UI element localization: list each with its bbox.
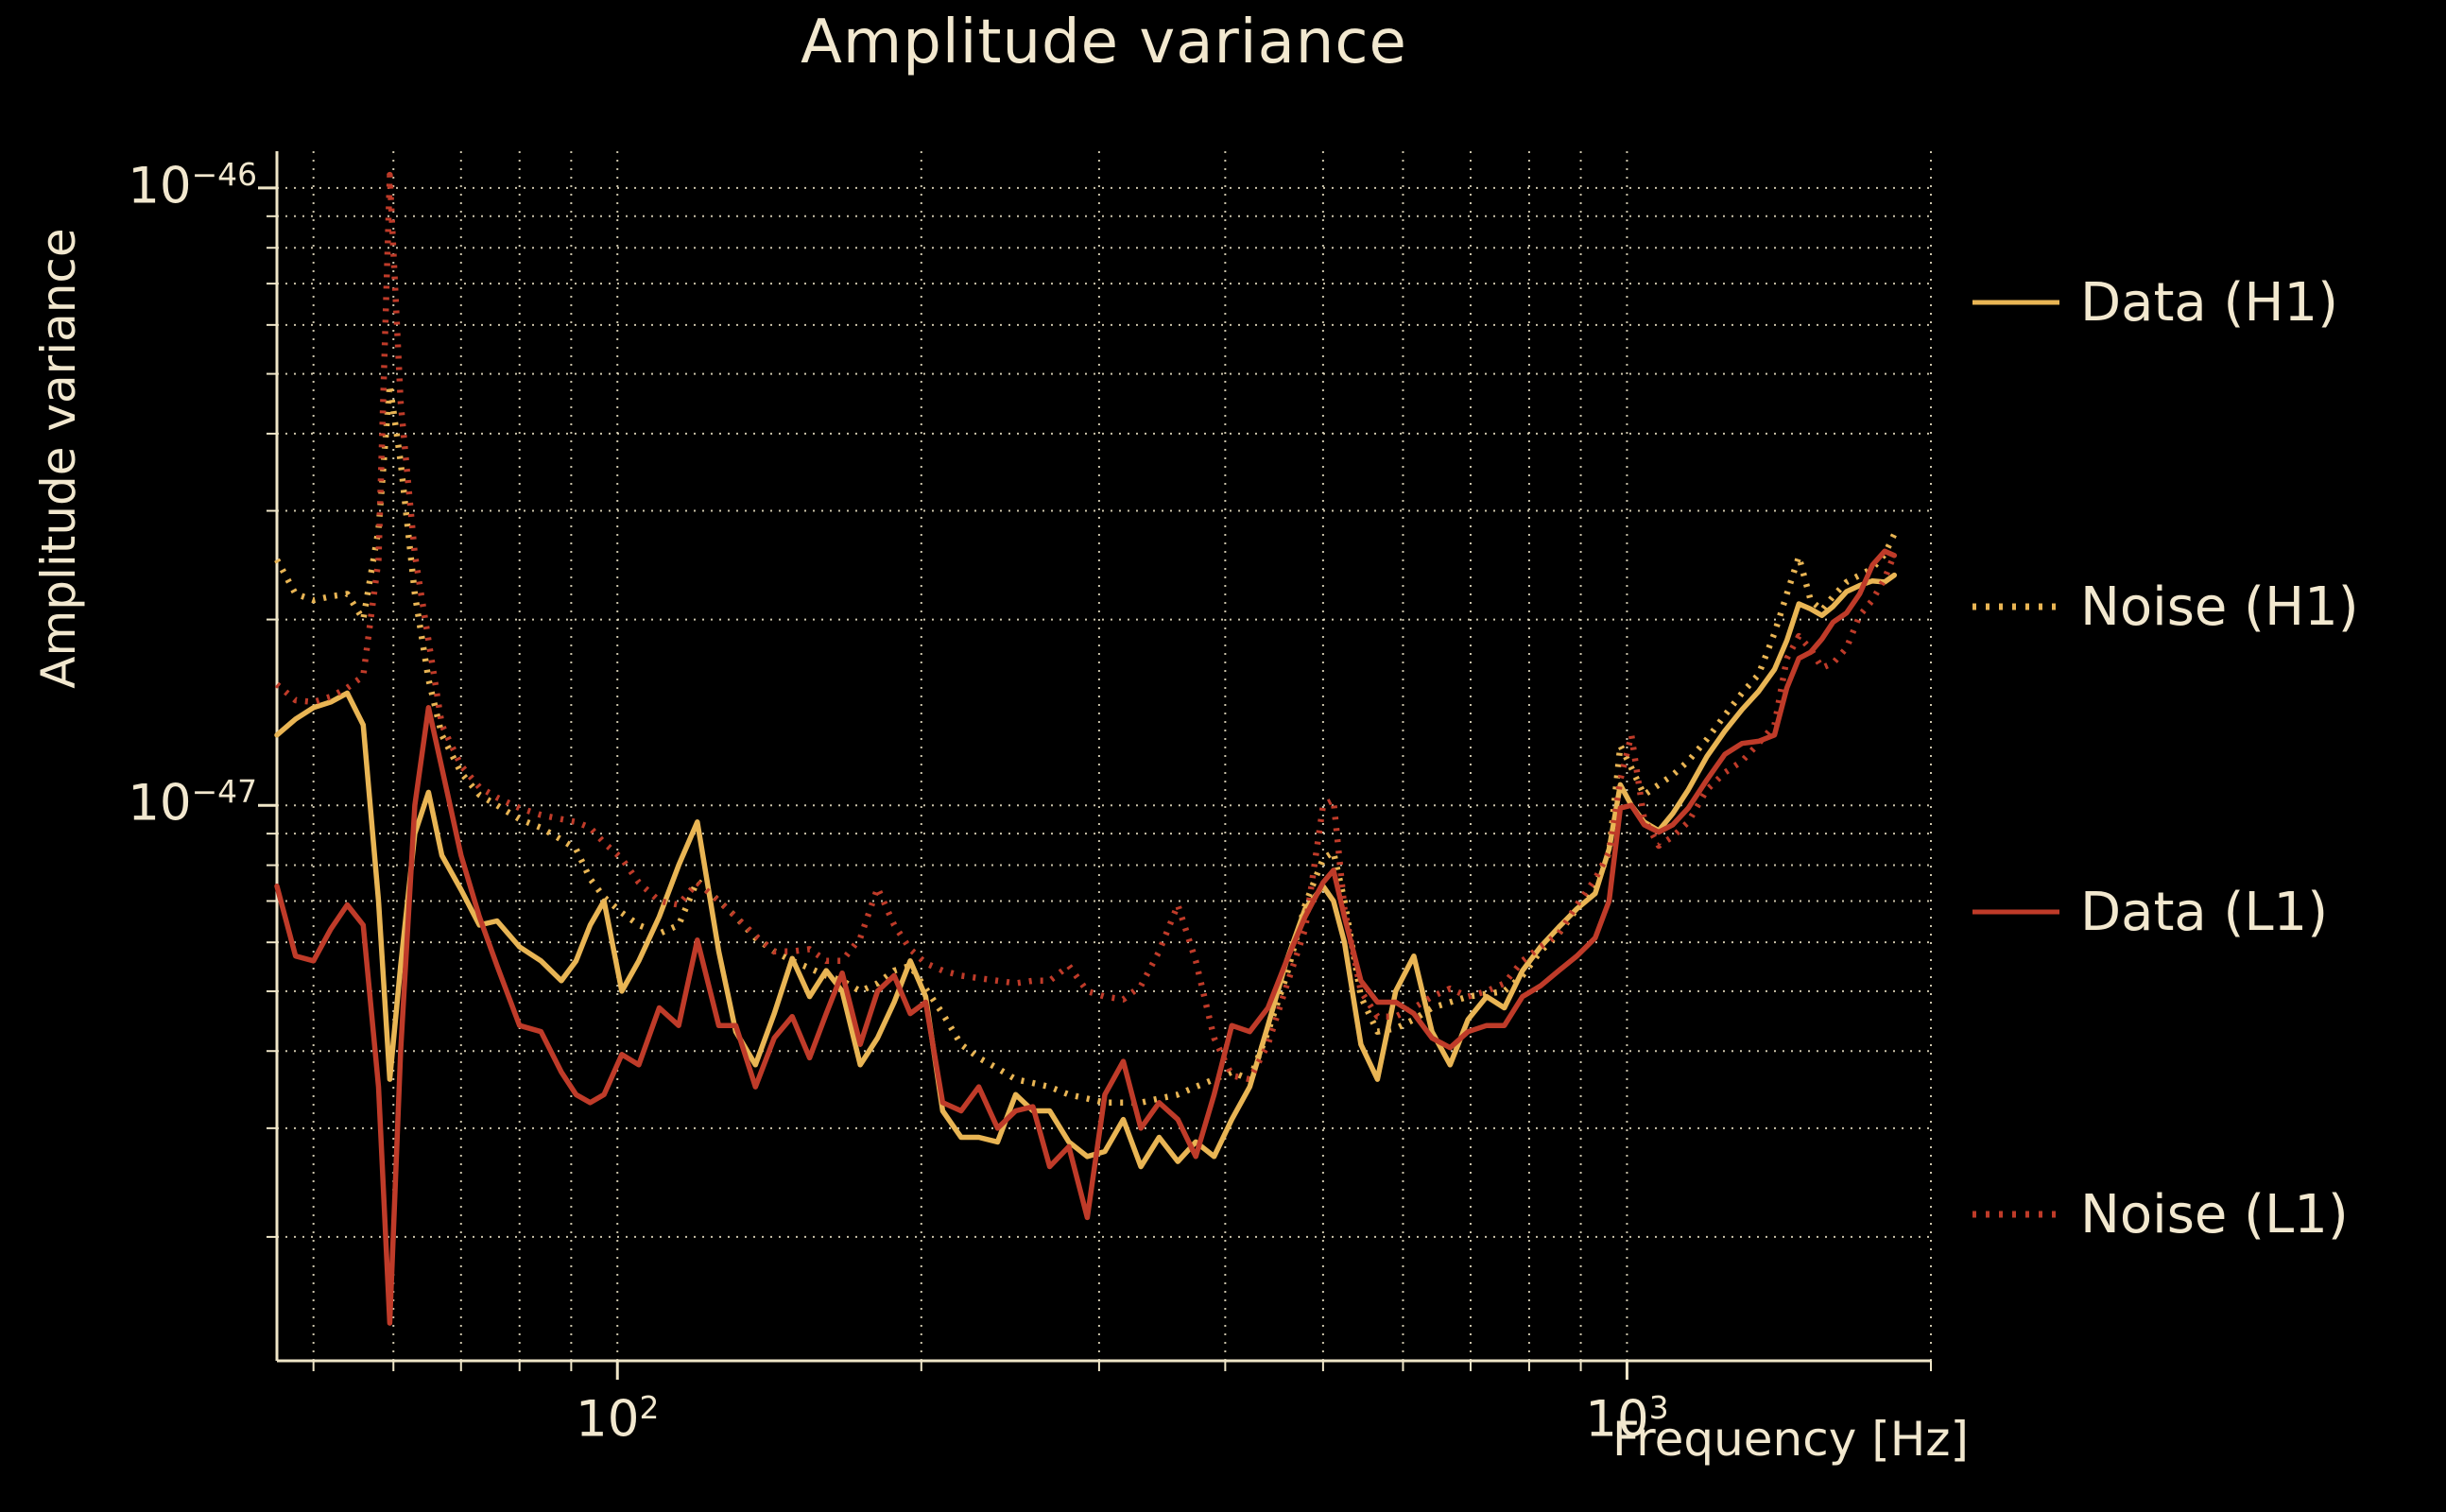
y-axis-label: Amplitude variance bbox=[31, 228, 86, 689]
legend-line-sample-dotted-red bbox=[1972, 1211, 2059, 1218]
x-tick-exponent: 3 bbox=[1648, 1389, 1669, 1426]
legend-line-sample-solid-red bbox=[1972, 909, 2059, 915]
legend-label: Data (H1) bbox=[2080, 271, 2338, 334]
x-tick-label-1000: 103 bbox=[1551, 1389, 1702, 1449]
x-tick-label-100: 102 bbox=[542, 1389, 693, 1449]
legend-item-data-h1: Data (H1) bbox=[1971, 269, 2338, 335]
x-tick-base: 10 bbox=[576, 1390, 640, 1449]
y-tick-exponent: −47 bbox=[191, 773, 257, 811]
y-tick-exponent: −46 bbox=[191, 155, 257, 193]
y-tick-base: 10 bbox=[128, 157, 192, 215]
legend-item-data-l1: Data (L1) bbox=[1971, 879, 2328, 945]
y-tick-label-1e-47: 10−47 bbox=[91, 773, 257, 833]
x-tick-exponent: 2 bbox=[639, 1389, 660, 1426]
legend-item-noise-l1: Noise (L1) bbox=[1971, 1181, 2349, 1247]
y-tick-base: 10 bbox=[128, 774, 192, 833]
legend-item-noise-h1: Noise (H1) bbox=[1971, 574, 2359, 640]
legend-line-sample-dotted-gold bbox=[1972, 603, 2059, 610]
y-tick-label-1e-46: 10−46 bbox=[91, 156, 257, 215]
x-axis-label: Frequency [Hz] bbox=[1612, 1412, 1970, 1467]
legend-label: Noise (L1) bbox=[2080, 1183, 2349, 1246]
chart-title: Amplitude variance bbox=[801, 8, 1407, 77]
legend-label: Noise (H1) bbox=[2080, 576, 2359, 638]
legend-label: Data (L1) bbox=[2080, 881, 2329, 943]
legend-line-sample-solid-gold bbox=[1972, 300, 2059, 305]
x-tick-base: 10 bbox=[1585, 1390, 1649, 1449]
